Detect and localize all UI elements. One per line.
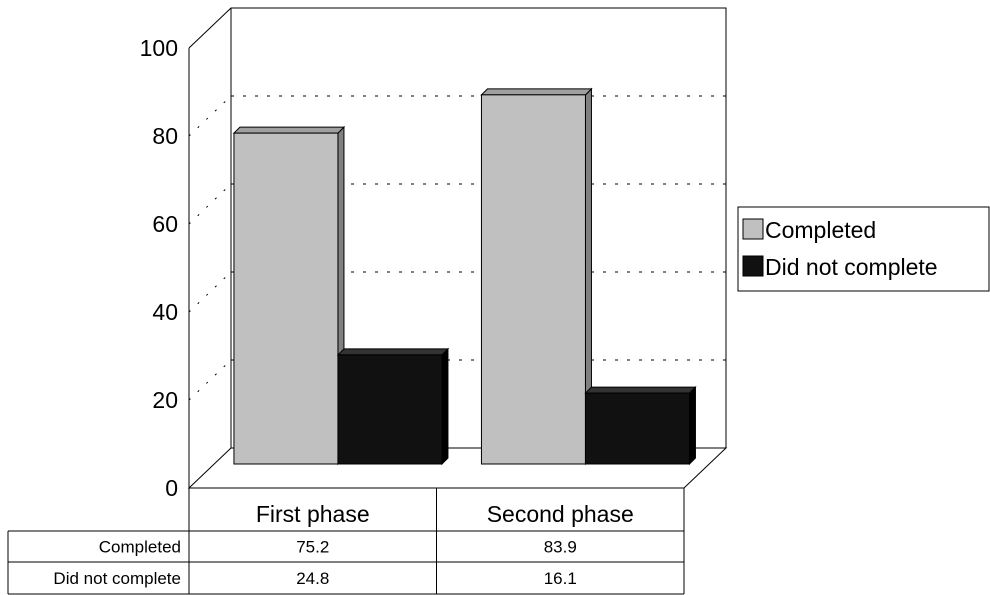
bar-top bbox=[336, 348, 450, 356]
bar-top bbox=[584, 386, 697, 394]
table-value: 24.8 bbox=[296, 569, 329, 588]
legend-box bbox=[737, 206, 990, 292]
bar-top bbox=[232, 126, 346, 134]
gridline-side bbox=[188, 271, 232, 313]
x-category-label: First phase bbox=[256, 501, 370, 527]
legend-swatch bbox=[742, 218, 764, 240]
y-tick-label: 60 bbox=[152, 211, 178, 237]
y-tick-label: 0 bbox=[165, 475, 178, 501]
bar-side bbox=[688, 385, 696, 466]
table-value: 75.2 bbox=[296, 538, 329, 557]
bar bbox=[337, 354, 443, 465]
y-tick-label: 100 bbox=[140, 35, 178, 61]
gridline-side bbox=[188, 95, 232, 137]
bar bbox=[233, 132, 339, 465]
y-tick-label: 20 bbox=[152, 387, 178, 413]
table-row-label: Completed bbox=[99, 538, 181, 557]
bar bbox=[480, 94, 586, 465]
legend-swatch bbox=[742, 255, 764, 277]
back-wall-outline bbox=[188, 7, 727, 448]
gridline-side bbox=[188, 359, 232, 401]
legend-label: Completed bbox=[765, 217, 876, 243]
x-category-label: Second phase bbox=[487, 501, 634, 527]
table-row-label: Did not complete bbox=[53, 569, 181, 588]
y-tick-label: 80 bbox=[152, 123, 178, 149]
gridline-side bbox=[188, 183, 232, 225]
legend-label: Did not complete bbox=[765, 254, 938, 280]
table-value: 16.1 bbox=[544, 569, 577, 588]
y-tick-label: 40 bbox=[152, 299, 178, 325]
bar-side bbox=[441, 347, 449, 466]
bar-top bbox=[480, 88, 593, 96]
bar bbox=[584, 392, 690, 465]
table-value: 83.9 bbox=[544, 538, 577, 557]
